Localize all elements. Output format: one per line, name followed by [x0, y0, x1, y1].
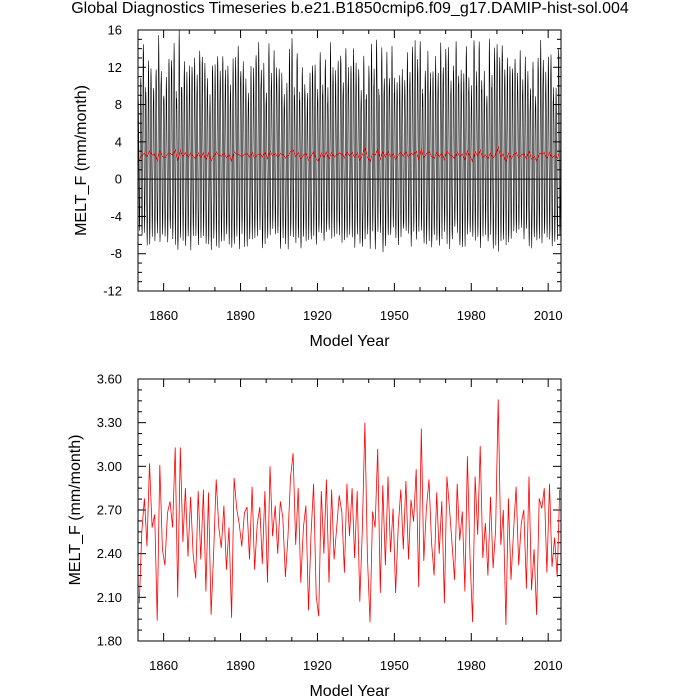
y-tick-label: 12 — [108, 60, 122, 75]
y-tick-label: 0 — [115, 172, 122, 187]
annual-mean-line — [138, 145, 561, 163]
x-tick-label: 1980 — [457, 308, 486, 323]
y-tick-label: 4 — [115, 134, 122, 149]
y-tick-label: 3.60 — [97, 372, 122, 387]
x-tick-label: 2010 — [534, 308, 563, 323]
x-axis-label: Model Year — [309, 333, 390, 350]
figure-title: Global Diagnostics Timeseries b.e21.B185… — [71, 0, 629, 17]
annual-mean-line — [138, 399, 561, 626]
x-tick-label: 1980 — [457, 658, 486, 673]
x-tick-label: 1950 — [380, 308, 409, 323]
y-tick-label: -4 — [110, 209, 122, 224]
y-tick-label: 2.40 — [97, 546, 122, 561]
y-tick-label: 8 — [115, 97, 122, 112]
monthly-series-line — [137, 29, 562, 253]
y-tick-label: -8 — [110, 246, 122, 261]
monthly-timeseries-chart: -12 -8 -4 0 4 8 12 16 1860 1890 1920 1950 1980 2010 Mo… — [73, 23, 563, 351]
annual-mean-timeseries-chart: 1.80 2.10 2.40 2.70 3.00 3.30 3.60 1860 1890 1920… — [67, 372, 563, 700]
x-tick-label: 1920 — [303, 308, 332, 323]
plot-frame — [137, 378, 562, 642]
x-tick-label: 1890 — [226, 308, 255, 323]
x-axis-label: Model Year — [309, 683, 390, 700]
x-tick-label: 1860 — [149, 658, 178, 673]
x-tick-label: 1950 — [380, 658, 409, 673]
y-tick-label: 2.10 — [97, 590, 122, 605]
x-tick-label: 1890 — [226, 658, 255, 673]
y-tick-label: -12 — [103, 284, 122, 299]
y-tick-label: 3.30 — [97, 415, 122, 430]
plot-frame — [137, 29, 562, 292]
y-tick-label: 16 — [108, 23, 122, 38]
y-tick-label: 1.80 — [97, 634, 122, 649]
x-tick-label: 1920 — [303, 658, 332, 673]
y-axis-label: MELT_F (mm/month) — [67, 435, 84, 586]
y-tick-label: 2.70 — [97, 503, 122, 518]
x-tick-label: 2010 — [534, 658, 563, 673]
y-axis-label: MELT_F (mm/month) — [73, 85, 90, 236]
y-tick-label: 3.00 — [97, 459, 122, 474]
x-tick-label: 1860 — [149, 308, 178, 323]
